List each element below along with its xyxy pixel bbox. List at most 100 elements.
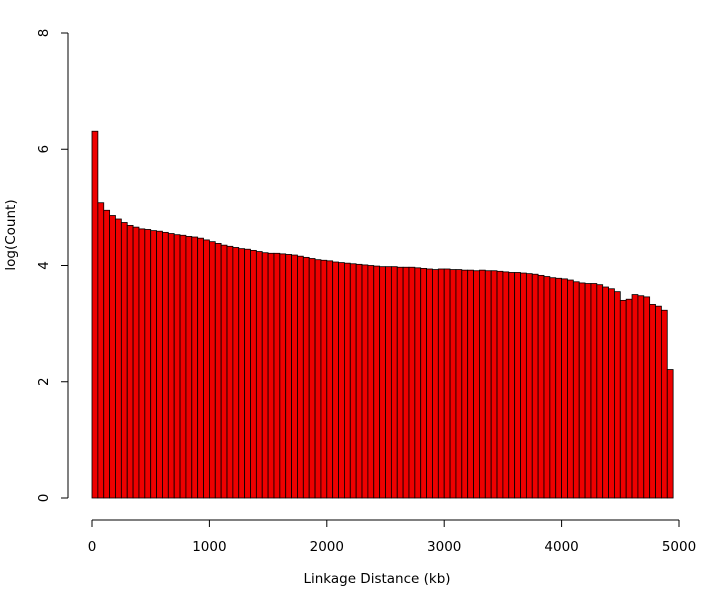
histogram-bar — [273, 252, 281, 499]
histogram-bar — [578, 282, 586, 499]
histogram-bar — [525, 273, 533, 499]
histogram-bar — [214, 243, 222, 499]
histogram-bar — [461, 269, 469, 499]
histogram-bar — [197, 237, 204, 499]
histogram-bar — [467, 269, 474, 499]
histogram-bar — [314, 259, 322, 499]
histogram-bar — [614, 291, 621, 499]
histogram-bar — [349, 263, 357, 499]
histogram-bar — [537, 274, 545, 499]
histogram-bar — [443, 268, 451, 499]
histogram-bar — [402, 266, 410, 499]
histogram-bar — [226, 245, 234, 499]
histogram-bar — [126, 224, 134, 499]
histogram-bar — [355, 263, 363, 499]
histogram-bar — [655, 305, 662, 499]
histogram-bar — [291, 254, 298, 499]
histogram-bar — [420, 268, 427, 499]
histogram-bar — [162, 231, 169, 499]
x-tick-label: 5000 — [662, 539, 696, 555]
histogram-bar — [561, 278, 568, 499]
histogram-bar — [255, 251, 263, 499]
y-tick-label: 4 — [36, 261, 52, 270]
histogram-bar — [326, 260, 334, 499]
histogram-bar — [132, 226, 140, 499]
bars-group — [91, 130, 674, 499]
histogram-bar — [660, 309, 668, 499]
x-tick-label: 2000 — [310, 539, 344, 555]
histogram-bar — [373, 265, 381, 499]
histogram-bar — [631, 294, 639, 499]
histogram-bar — [590, 283, 598, 499]
histogram-bar — [666, 369, 674, 499]
histogram-bar — [208, 241, 216, 499]
histogram-bar — [508, 272, 516, 499]
histogram-bar — [279, 253, 287, 499]
x-tick-label: 1000 — [192, 539, 226, 555]
histogram-bar — [496, 270, 504, 499]
histogram-bar — [596, 284, 604, 499]
x-tick-label: 3000 — [427, 539, 461, 555]
histogram-bar — [338, 262, 345, 499]
histogram-bar — [643, 296, 651, 499]
histogram-bar — [185, 236, 193, 499]
histogram-bar — [385, 266, 392, 499]
histogram-bar — [449, 269, 457, 499]
histogram-bar — [320, 259, 328, 499]
histogram-bar — [103, 209, 111, 499]
histogram-bar — [115, 218, 122, 499]
histogram-bar — [109, 215, 116, 499]
histogram-bar — [238, 248, 246, 499]
histogram-bar — [619, 299, 627, 499]
histogram-bar — [220, 244, 228, 499]
histogram-bar — [120, 222, 128, 499]
histogram-bar — [379, 266, 386, 499]
histogram-bar — [567, 279, 574, 499]
histogram-bar — [608, 288, 615, 499]
histogram-bar — [502, 271, 510, 499]
histogram-bar — [232, 247, 240, 499]
histogram-bar — [555, 277, 562, 499]
histogram-bar — [455, 269, 463, 499]
histogram-bar — [414, 267, 422, 499]
histogram-bar — [649, 304, 656, 499]
histogram-bar — [490, 270, 498, 499]
x-tick-label: 4000 — [544, 539, 578, 555]
histogram-bar — [531, 273, 539, 499]
y-axis-label: log(Count) — [3, 199, 19, 270]
histogram-bar — [244, 248, 251, 499]
histogram-bar — [297, 255, 304, 499]
histogram-bar — [514, 272, 521, 499]
histogram-bar — [344, 262, 351, 499]
y-tick-label: 8 — [36, 29, 52, 38]
histogram-bar — [285, 254, 292, 499]
histogram-bar — [203, 239, 210, 499]
histogram-bar — [191, 236, 199, 499]
histogram-bar — [572, 281, 580, 499]
x-axis: 0 1000 2000 3000 4000 5000 — [88, 519, 696, 555]
histogram-bar — [584, 283, 592, 499]
histogram-bar — [390, 266, 398, 499]
histogram-bar — [308, 258, 316, 499]
histogram-bar — [173, 234, 181, 499]
histogram-bar — [396, 266, 404, 499]
histogram-bar — [156, 230, 163, 499]
histogram-bar — [432, 269, 439, 499]
y-tick-label: 6 — [36, 145, 52, 154]
histogram-bar — [302, 256, 310, 499]
histogram-bar — [91, 130, 99, 499]
histogram-bar — [167, 233, 175, 499]
histogram-bar — [484, 270, 492, 499]
histogram-bar — [437, 268, 445, 499]
histogram-bar — [261, 252, 269, 499]
x-axis-label: Linkage Distance (kb) — [303, 571, 450, 587]
y-tick-label: 2 — [36, 377, 52, 386]
histogram-bar — [332, 261, 339, 499]
histogram-bar — [408, 266, 416, 499]
histogram-bar — [138, 228, 146, 499]
histogram-bar — [144, 229, 152, 499]
histogram-bar — [473, 270, 480, 499]
histogram-bar — [602, 286, 609, 499]
histogram-bar — [549, 277, 557, 499]
